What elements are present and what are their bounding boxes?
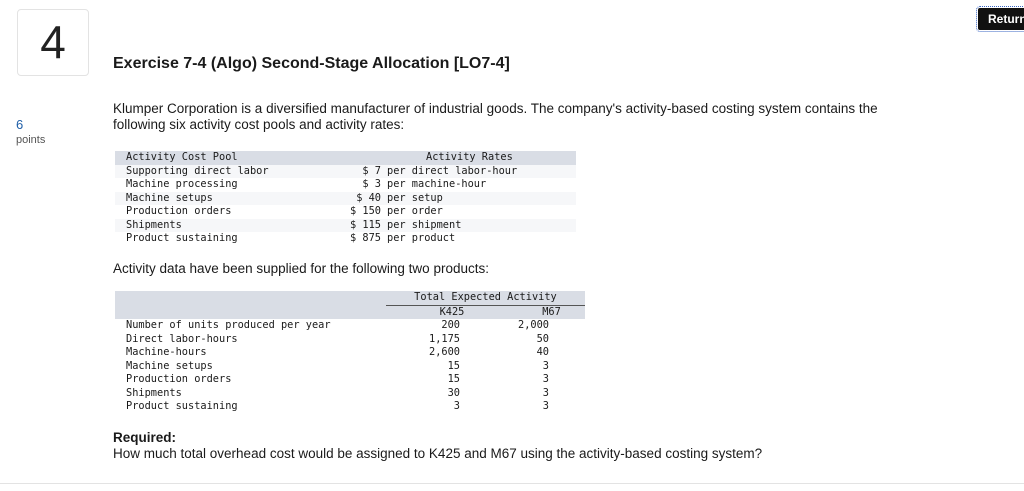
table-row: Product sustaining $ 875 per product (115, 232, 576, 246)
k425-cell: 1,175 (429, 332, 460, 345)
table-row: Supporting direct labor $ 7 per direct lab… (115, 164, 576, 178)
k425-cell: 15 (447, 359, 460, 372)
table-header-row: Activity Cost Pool Activity Rates (115, 151, 576, 165)
table-header-row: K425 M67 (115, 305, 585, 319)
table-row: Machine processing $ 3 per machine-hour (115, 178, 576, 192)
header-total-expected-activity: Total Expected Activity (385, 291, 585, 306)
table-row: Machine-hours 2,600 40 (115, 346, 585, 360)
cost-pool-cell: Product sustaining (126, 232, 238, 244)
activity-intro-text: Activity data have been supplied for the… (113, 261, 489, 276)
header-activity-rates: Activity Rates (341, 151, 576, 165)
return-button[interactable]: Return (976, 6, 1024, 32)
rate-unit-cell: per shipment (381, 218, 576, 232)
table-row: Machine setups 15 3 (115, 360, 585, 374)
question-number: 4 (17, 9, 89, 76)
k425-cell: 15 (447, 373, 460, 385)
exercise-title: Exercise 7-4 (Algo) Second-Stage Allocat… (113, 55, 510, 72)
activity-label-cell: Product sustaining (126, 400, 238, 412)
header-cost-pool: Activity Cost Pool (115, 151, 341, 165)
divider (0, 483, 1024, 484)
cost-pool-cell: Machine setups (115, 191, 341, 205)
rate-cell: $ 875 (350, 232, 381, 244)
k425-cell: 200 (441, 319, 460, 331)
m67-cell: 40 (536, 346, 549, 358)
rate-cell: $ 115 (341, 218, 381, 232)
m67-cell: 3 (542, 400, 549, 412)
table-row: Production orders $ 150 per order (115, 205, 576, 219)
activity-label-cell: Production orders (126, 373, 232, 385)
k425-cell: 3 (453, 400, 460, 412)
rate-unit-cell: per direct labor-hour (381, 164, 576, 178)
activity-data-table: Total Expected Activity K425 M67 Number … (115, 291, 585, 414)
m67-cell: 3 (542, 373, 549, 385)
required-label: Required: (113, 430, 177, 445)
points-label: points (16, 134, 46, 146)
rate-unit-cell: per machine-hour (387, 178, 487, 190)
rate-cell: $ 40 (341, 191, 381, 205)
activity-label-cell: Machine setups (126, 359, 213, 372)
rate-cell: $ 7 (341, 164, 381, 178)
question-points: 6 points (16, 117, 45, 146)
rate-unit-cell: per setup (381, 191, 576, 205)
activity-label-cell: Number of units produced per year (126, 319, 331, 331)
cost-pool-cell: Machine processing (126, 178, 238, 190)
table-row: Production orders 15 3 (115, 373, 585, 387)
table-row: Shipments 30 3 (115, 387, 585, 401)
table-row: Direct labor-hours 1,175 50 (115, 333, 585, 347)
m67-cell: 3 (542, 359, 549, 372)
required-section: Required: How much total overhead cost w… (113, 430, 762, 462)
points-value: 6 (16, 117, 24, 132)
m67-cell: 2,000 (518, 319, 549, 331)
header-m67: M67 (518, 305, 585, 319)
k425-cell: 30 (447, 386, 460, 399)
table-row: Product sustaining 3 3 (115, 400, 585, 414)
m67-cell: 50 (536, 332, 549, 345)
activity-label-cell: Machine-hours (126, 346, 207, 358)
table-row: Machine setups $ 40 per setup (115, 191, 576, 205)
table-row: Shipments $ 115 per shipment (115, 218, 576, 232)
table-group-header-row: Total Expected Activity (115, 291, 585, 306)
header-k425: K425 (385, 305, 518, 319)
cost-pool-cell: Production orders (126, 205, 232, 217)
rate-cell: $ 3 (362, 178, 381, 190)
rate-unit-cell: per order (387, 205, 443, 217)
activity-label-cell: Direct labor-hours (126, 332, 238, 345)
rate-cell: $ 150 (350, 205, 381, 217)
activity-label-cell: Shipments (126, 386, 182, 399)
intro-text: Klumper Corporation is a diversified man… (113, 101, 878, 132)
m67-cell: 3 (542, 386, 549, 399)
cost-pool-cell: Supporting direct labor (115, 164, 341, 178)
rate-unit-cell: per product (387, 232, 456, 244)
k425-cell: 2,600 (429, 346, 460, 358)
cost-pool-cell: Shipments (115, 218, 341, 232)
required-question: How much total overhead cost would be as… (113, 446, 763, 461)
table-row: Number of units produced per year 200 2,00… (115, 319, 585, 333)
activity-rates-table: Activity Cost Pool Activity Rates Suppor… (115, 151, 576, 246)
